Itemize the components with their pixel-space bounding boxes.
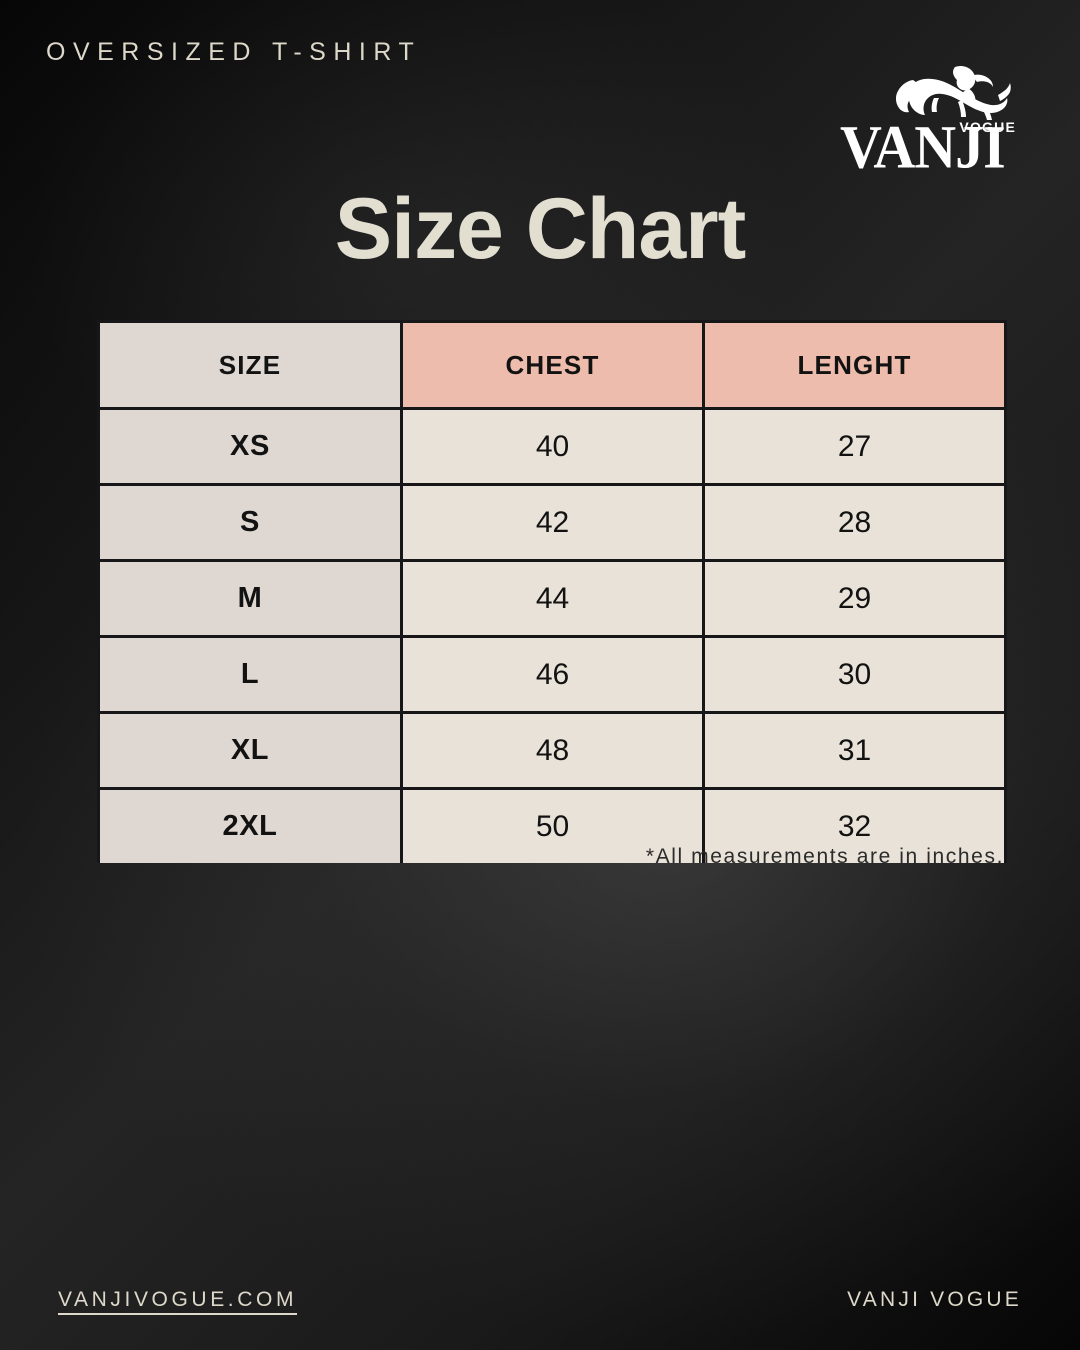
table-row: XL 48 31 <box>97 711 1007 790</box>
cell-size: S <box>97 483 403 562</box>
table-row: S 42 28 <box>97 483 1007 562</box>
cell-chest: 40 <box>400 407 705 486</box>
table-header: SIZE CHEST LENGHT <box>97 320 1007 410</box>
cell-size: XS <box>97 407 403 486</box>
cell-chest: 46 <box>400 635 705 714</box>
cell-chest: 42 <box>400 483 705 562</box>
size-chart-table-container: SIZE CHEST LENGHT XS 40 27 S 42 28 M <box>97 320 1007 863</box>
product-category-label: OVERSIZED T-SHIRT <box>46 38 422 66</box>
brand-wordmark: VANJI VOGUE <box>840 116 1020 177</box>
cell-chest: 44 <box>400 559 705 638</box>
jumping-horse-rider-icon <box>882 58 1014 120</box>
page-title: Size Chart <box>334 181 747 277</box>
cell-length: 31 <box>702 711 1007 790</box>
cell-chest: 48 <box>400 711 705 790</box>
footer-brand-name: VANJI VOGUE <box>847 1288 1022 1311</box>
cell-length: 28 <box>702 483 1007 562</box>
cell-size: L <box>97 635 403 714</box>
column-header-size: SIZE <box>97 320 403 410</box>
table-row: XS 40 27 <box>97 407 1007 486</box>
table-header-row: SIZE CHEST LENGHT <box>97 320 1007 410</box>
cell-chest: 50 <box>400 787 705 863</box>
brand-logo: VANJI VOGUE <box>840 58 1020 177</box>
cell-length: 29 <box>702 559 1007 638</box>
cell-length: 30 <box>702 635 1007 714</box>
table-row: 2XL 50 32 <box>97 787 1007 863</box>
table-row: L 46 30 <box>97 635 1007 714</box>
cell-size: XL <box>97 711 403 790</box>
website-link[interactable]: VANJIVOGUE.COM <box>58 1288 298 1311</box>
brand-name: VANJI <box>840 112 1006 182</box>
cell-length: 32 <box>702 787 1007 863</box>
measurement-unit-note: *All measurements are in inches. <box>645 845 1004 868</box>
cell-size: 2XL <box>97 787 403 863</box>
cell-size: M <box>97 559 403 638</box>
table-row: M 44 29 <box>97 559 1007 638</box>
cell-length: 27 <box>702 407 1007 486</box>
column-header-chest: CHEST <box>400 320 705 410</box>
table-body: XS 40 27 S 42 28 M 44 29 L 46 30 <box>97 407 1007 863</box>
column-header-length: LENGHT <box>702 320 1007 410</box>
size-chart-table: SIZE CHEST LENGHT XS 40 27 S 42 28 M <box>97 320 1007 863</box>
brand-tagline: VOGUE <box>959 119 1016 135</box>
